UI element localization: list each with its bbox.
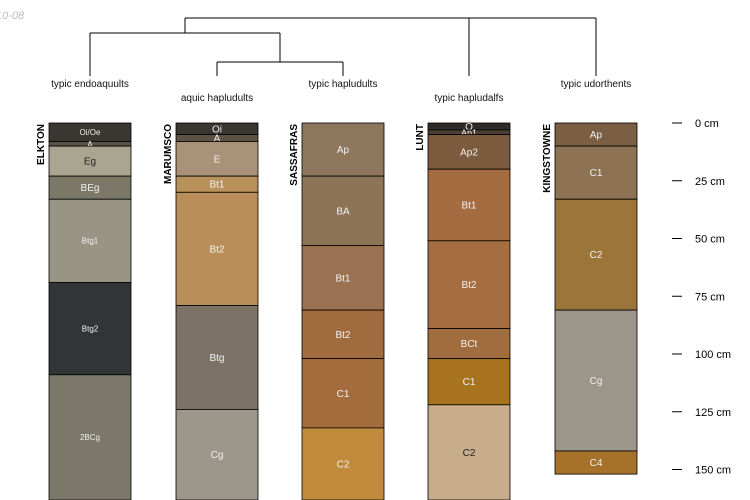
horizon-label: C1 xyxy=(590,168,603,179)
dendrogram xyxy=(89,17,597,76)
horizon-c2 xyxy=(427,404,511,500)
horizon-cg xyxy=(554,309,638,452)
horizon-label: Ap xyxy=(590,130,603,141)
horizon-label: C1 xyxy=(463,377,476,388)
horizon-label: Oi/Oe xyxy=(80,128,101,137)
horizon-c2 xyxy=(554,198,638,311)
horizon-ap xyxy=(301,122,385,177)
taxon-label: typic hapludalfs xyxy=(435,93,504,104)
horizon-label: C4 xyxy=(590,458,603,469)
horizon-label: BCt xyxy=(461,339,478,350)
horizon-label: O xyxy=(465,122,473,133)
horizon-label: Ap2 xyxy=(460,147,478,158)
profiles-group: Oi/Oe A Eg BEg Btg1 Btg2 2BCg ELKTON typic endoa… xyxy=(36,79,638,500)
profile-kingstowne: Ap C1 C2 Cg C4 KINGSTOWNE typic udorthents xyxy=(542,79,638,475)
horizon-label: Oi xyxy=(212,124,222,135)
horizon-bt2 xyxy=(427,240,511,329)
horizon-label: E xyxy=(214,154,221,165)
profile-name: SASSAFRAS xyxy=(289,124,300,186)
profile-name: LUNT xyxy=(415,124,426,151)
horizon-bt1 xyxy=(301,245,385,311)
horizon-label: C1 xyxy=(337,389,350,400)
horizon-btg1 xyxy=(48,198,132,283)
horizon-c1 xyxy=(554,145,638,200)
horizon-label: A xyxy=(214,134,221,145)
profile-name: MARUMSCO xyxy=(163,124,174,184)
horizon-bct xyxy=(427,328,511,360)
horizon-label: C2 xyxy=(337,459,350,470)
horizon-label: C2 xyxy=(590,250,603,261)
depth-axis: 0 cm 25 cm 50 cm 75 cm 100 cm 125 cm 150 cm xyxy=(672,118,731,477)
profile-elkton: Oi/Oe A Eg BEg Btg1 Btg2 2BCg ELKTON typic endoa… xyxy=(36,79,132,500)
horizon-e xyxy=(175,141,259,177)
depth-tick-label: 0 cm xyxy=(695,118,719,130)
horizon-label: C2 xyxy=(463,448,476,459)
horizon-label: Btg2 xyxy=(82,324,99,333)
depth-tick-label: 75 cm xyxy=(695,291,725,303)
depth-tick-label: 50 cm xyxy=(695,234,725,246)
horizon-eg xyxy=(48,145,132,177)
depth-tick-label: 100 cm xyxy=(695,349,731,361)
horizon-label: BA xyxy=(336,206,350,217)
horizon-c4 xyxy=(554,450,638,475)
profile-sassafras: Ap BA Bt1 Bt2 C1 C2 SASSAFRAS typic hapludults xyxy=(289,79,385,500)
horizon-label: Bt2 xyxy=(461,280,476,291)
horizon-label: Ap1 xyxy=(461,128,477,138)
horizon-label: Bt2 xyxy=(335,330,350,341)
depth-tick-label: 25 cm xyxy=(695,176,725,188)
horizon-label: Ap xyxy=(337,145,350,156)
horizon-label: A xyxy=(87,139,93,149)
profile-name: ELKTON xyxy=(36,124,47,165)
horizon-c1 xyxy=(427,358,511,406)
taxon-label: aquic hapludults xyxy=(181,93,253,104)
horizon-label: Bt1 xyxy=(461,201,476,212)
horizon-label: Cg xyxy=(590,376,603,387)
horizon-label: Bt2 xyxy=(209,244,224,255)
horizon-bt1 xyxy=(427,168,511,242)
horizon-label: Bt1 xyxy=(335,273,350,284)
horizon-label: Btg1 xyxy=(82,237,99,246)
horizon-btg xyxy=(175,305,259,410)
horizon-ap2 xyxy=(427,134,511,170)
horizon-c2 xyxy=(301,427,385,500)
horizon-label: Cg xyxy=(211,450,224,461)
horizon-label: Bt1 xyxy=(209,180,224,191)
horizon-label: Eg xyxy=(84,157,96,168)
horizon-cg xyxy=(175,409,259,500)
horizon-c1 xyxy=(301,358,385,429)
horizon-label: BEg xyxy=(81,183,100,194)
date-fragment: 10-08 xyxy=(0,10,25,22)
horizon-bt2 xyxy=(301,309,385,360)
horizon-ba xyxy=(301,175,385,246)
horizon-2bcg xyxy=(48,374,132,500)
horizon-label: 2BCg xyxy=(80,433,100,442)
taxon-label: typic hapludults xyxy=(309,79,378,90)
taxon-label: typic udorthents xyxy=(561,79,632,90)
horizon-label: Btg xyxy=(209,353,224,364)
profile-name: KINGSTOWNE xyxy=(542,124,553,193)
horizon-btg2 xyxy=(48,281,132,376)
taxon-label: typic endoaquults xyxy=(51,79,129,90)
depth-tick-label: 150 cm xyxy=(695,465,731,477)
depth-tick-label: 125 cm xyxy=(695,407,731,419)
